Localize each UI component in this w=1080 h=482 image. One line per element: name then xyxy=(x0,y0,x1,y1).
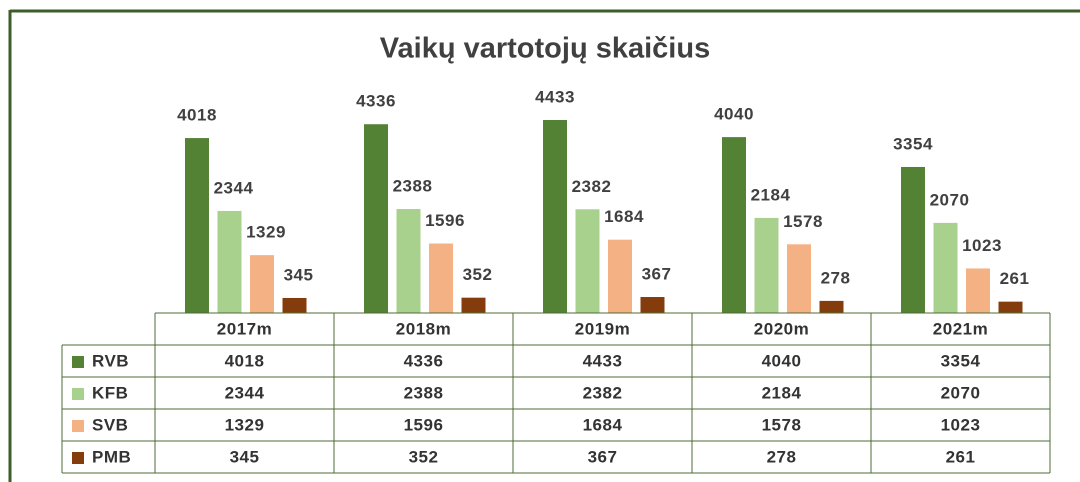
bar xyxy=(185,138,209,313)
value-label: 4433 xyxy=(535,87,575,106)
value-label: 1023 xyxy=(962,236,1002,255)
bar xyxy=(722,137,746,313)
bar xyxy=(787,244,811,313)
value-label: 2388 xyxy=(393,177,433,196)
value-label: 352 xyxy=(463,265,493,284)
table-cell: 261 xyxy=(946,447,976,466)
bar xyxy=(901,166,925,313)
bar xyxy=(461,297,486,313)
legend-key xyxy=(72,420,84,432)
bar xyxy=(250,255,274,313)
bar xyxy=(819,300,844,313)
table-cell: 2382 xyxy=(583,383,623,402)
legend-key xyxy=(72,452,84,464)
column-header: 2020m xyxy=(754,319,809,338)
legend-key xyxy=(72,388,84,400)
legend-label: RVB xyxy=(92,351,129,370)
column-header: 2019m xyxy=(575,319,630,338)
value-label: 4040 xyxy=(714,105,754,124)
chart-title: Vaikų vartotojų skaičius xyxy=(380,33,710,65)
value-label: 4336 xyxy=(356,92,396,111)
bar xyxy=(754,217,779,313)
table-cell: 1684 xyxy=(583,415,623,434)
value-label: 1578 xyxy=(783,212,823,231)
table-cell: 2388 xyxy=(404,383,444,402)
value-label: 1329 xyxy=(246,223,286,242)
value-label: 3354 xyxy=(893,134,933,153)
column-header: 2018m xyxy=(396,319,451,338)
table-cell: 2344 xyxy=(225,383,265,402)
bar xyxy=(933,222,958,313)
bar xyxy=(966,268,990,313)
legend-label: KFB xyxy=(92,383,128,402)
bar xyxy=(217,210,242,313)
legend-label: PMB xyxy=(92,447,131,466)
value-label: 278 xyxy=(821,268,851,287)
table-cell: 367 xyxy=(588,447,618,466)
value-label: 2382 xyxy=(572,177,612,196)
value-label: 345 xyxy=(284,265,314,284)
column-header: 2017m xyxy=(217,319,272,338)
table-cell: 2184 xyxy=(762,383,802,402)
bar xyxy=(608,239,632,313)
value-label: 367 xyxy=(642,265,672,284)
bar xyxy=(575,209,600,313)
bar xyxy=(282,297,307,313)
bar xyxy=(998,301,1023,313)
bar xyxy=(364,124,388,313)
table-cell: 1023 xyxy=(941,415,981,434)
table-cell: 2070 xyxy=(941,383,981,402)
value-label: 1684 xyxy=(604,207,644,226)
legend-label: SVB xyxy=(92,415,128,434)
table-cell: 345 xyxy=(230,447,260,466)
table-cell: 1329 xyxy=(225,415,265,434)
bar xyxy=(640,297,665,313)
table-cell: 4336 xyxy=(404,351,444,370)
value-label: 261 xyxy=(1000,269,1030,288)
table-cell: 352 xyxy=(409,447,439,466)
table-cell: 1596 xyxy=(404,415,444,434)
legend-key xyxy=(72,356,84,368)
table-cell: 278 xyxy=(767,447,797,466)
bar xyxy=(543,120,567,313)
table-cell: 4040 xyxy=(762,351,802,370)
value-label: 1596 xyxy=(425,211,465,230)
bar xyxy=(429,243,453,313)
table-cell: 4433 xyxy=(583,351,623,370)
table-cell: 4018 xyxy=(225,351,265,370)
value-label: 4018 xyxy=(177,106,217,125)
value-label: 2070 xyxy=(930,190,970,209)
value-label: 2184 xyxy=(751,185,791,204)
table-cell: 1578 xyxy=(762,415,802,434)
value-label: 2344 xyxy=(214,178,254,197)
column-header: 2021m xyxy=(933,319,988,338)
bar xyxy=(396,209,421,313)
table-cell: 3354 xyxy=(941,351,981,370)
